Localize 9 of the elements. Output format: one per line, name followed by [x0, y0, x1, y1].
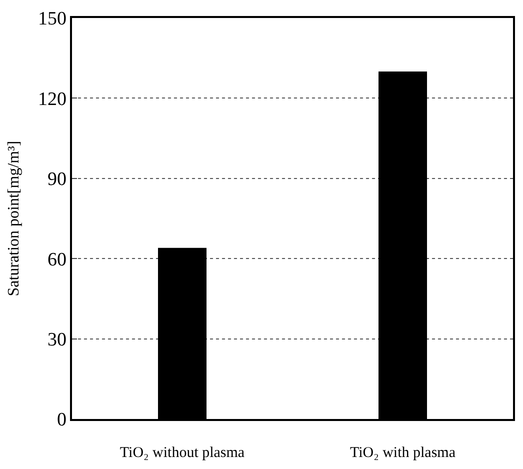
- x-tick-label: TiO₂ with plasma: [350, 444, 456, 461]
- y-tick-label: 90: [47, 169, 66, 190]
- y-tick-label: 120: [38, 88, 66, 110]
- y-tick-label: 0: [56, 410, 66, 431]
- x-tick-label: TiO₂ without plasma: [120, 444, 245, 461]
- y-axis-title: Saturation point[mg/m³]: [5, 140, 22, 296]
- y-tick-label: 150: [38, 8, 66, 30]
- y-tick-label: 60: [47, 249, 66, 270]
- y-tick-label: 30: [47, 329, 66, 350]
